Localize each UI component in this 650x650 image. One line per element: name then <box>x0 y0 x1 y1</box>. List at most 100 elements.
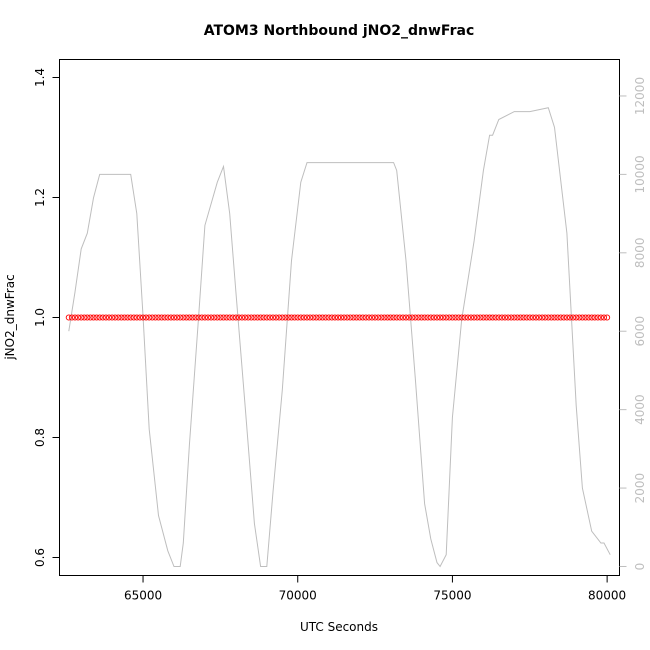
data-point <box>118 314 125 321</box>
y-tick-label: 1.0 <box>33 308 47 327</box>
data-point <box>328 314 335 321</box>
data-point <box>310 314 317 321</box>
data-point <box>600 314 608 321</box>
data-point <box>597 314 604 321</box>
data-point <box>430 314 437 321</box>
data-point <box>269 314 277 321</box>
data-point <box>127 314 134 321</box>
data-point <box>545 314 552 321</box>
data-point <box>536 314 543 321</box>
x-tick-label: 75000 <box>433 589 471 603</box>
data-point <box>121 314 128 321</box>
y2-tick-label: 4000 <box>633 394 647 425</box>
data-point <box>105 314 113 321</box>
data-point <box>303 314 311 321</box>
data-point <box>573 314 580 321</box>
data-point <box>381 314 388 321</box>
data-point <box>245 314 252 321</box>
data-point <box>297 314 304 321</box>
data-point <box>424 314 431 321</box>
data-point <box>164 314 171 321</box>
chart-title: ATOM3 Northbound jNO2_dnwFrac <box>204 23 475 39</box>
data-point <box>455 314 462 321</box>
y2-tick-label: 6000 <box>633 316 647 347</box>
data-point <box>223 314 230 321</box>
y2-tick-label: 8000 <box>633 238 647 269</box>
data-point <box>341 314 348 321</box>
data-point <box>180 314 187 321</box>
data-point <box>170 314 178 321</box>
data-point <box>585 314 592 321</box>
data-point <box>282 314 289 321</box>
data-point <box>582 314 589 321</box>
data-point <box>557 314 564 321</box>
data-point <box>208 314 215 321</box>
data-point <box>177 314 184 321</box>
data-point <box>99 314 106 321</box>
data-point <box>285 314 292 321</box>
y-axis-label: jNO2_dnwFrac <box>3 274 17 360</box>
data-point <box>102 314 109 321</box>
data-point <box>443 314 450 321</box>
data-point <box>433 314 441 321</box>
y-tick-label: 0.6 <box>33 548 47 567</box>
x-axis-label: UTC Seconds <box>300 620 378 634</box>
data-point <box>604 314 611 321</box>
data-point <box>412 314 419 321</box>
data-point <box>115 314 122 321</box>
data-point <box>347 314 354 321</box>
data-point <box>331 314 338 321</box>
data-point <box>217 314 224 321</box>
data-point <box>288 314 295 321</box>
data-point <box>483 314 490 321</box>
data-point <box>334 314 342 321</box>
data-point <box>474 314 481 321</box>
data-point <box>467 314 475 321</box>
data-point <box>291 314 298 321</box>
points-layer <box>65 314 611 321</box>
data-point <box>229 314 236 321</box>
data-point <box>486 314 493 321</box>
data-point <box>446 314 453 321</box>
data-point <box>337 314 345 321</box>
data-point <box>514 314 521 321</box>
x-tick-label: 65000 <box>124 589 162 603</box>
data-point <box>554 314 561 321</box>
data-point <box>167 314 174 321</box>
data-point <box>65 314 72 321</box>
data-point <box>344 314 351 321</box>
data-point <box>390 314 397 321</box>
data-point <box>368 314 376 321</box>
y-tick-label: 0.8 <box>33 428 47 447</box>
data-point <box>263 314 270 321</box>
data-point <box>68 314 75 321</box>
data-point <box>563 314 570 321</box>
data-point <box>251 314 258 321</box>
x-tick-label: 70000 <box>279 589 317 603</box>
data-point <box>492 314 499 321</box>
data-point <box>427 314 434 321</box>
data-point <box>313 314 320 321</box>
data-point <box>201 314 208 321</box>
data-point <box>75 314 82 321</box>
data-point <box>93 314 100 321</box>
data-point <box>449 314 456 321</box>
data-point <box>517 314 524 321</box>
data-point <box>387 314 394 321</box>
data-point <box>529 314 536 321</box>
data-point <box>461 314 468 321</box>
data-point <box>257 314 264 321</box>
data-point <box>238 314 246 321</box>
data-point <box>588 314 595 321</box>
data-point <box>566 314 574 321</box>
data-point <box>300 314 307 321</box>
data-point <box>143 314 150 321</box>
data-point <box>498 314 505 321</box>
data-point <box>452 314 459 321</box>
data-point <box>365 314 372 321</box>
data-point <box>409 314 416 321</box>
data-point <box>174 314 181 321</box>
data-point <box>90 314 97 321</box>
data-point <box>542 314 549 321</box>
y-axis-right: 0 2000 4000 6000 8000 10000 12000 <box>619 77 647 570</box>
